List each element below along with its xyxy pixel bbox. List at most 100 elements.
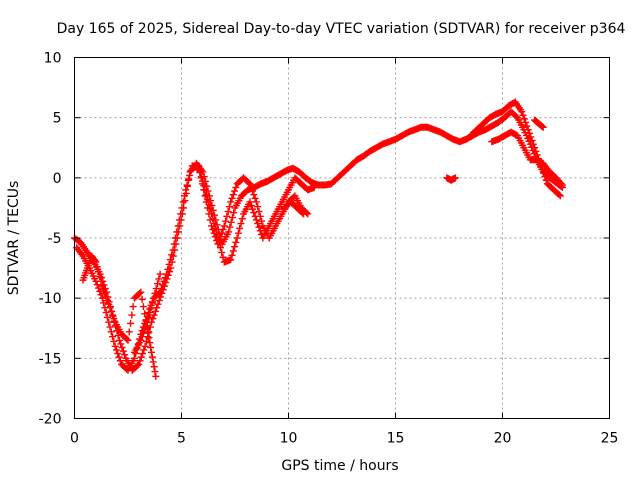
data-point [250, 209, 258, 217]
data-point [200, 186, 208, 194]
data-point [105, 318, 113, 326]
data-point [216, 233, 224, 241]
data-point [152, 372, 160, 380]
data-point [310, 183, 318, 191]
data-point [159, 281, 167, 289]
data-point [142, 322, 150, 330]
data-point [238, 215, 246, 223]
data-point [254, 220, 262, 228]
y-tick-label: -10 [39, 291, 62, 307]
data-point [109, 333, 117, 341]
data-point [232, 238, 240, 246]
data-point [102, 293, 110, 301]
data-point [557, 180, 565, 188]
data-point [151, 289, 159, 297]
data-point [202, 198, 210, 206]
x-tick-label: 10 [280, 431, 298, 447]
data-point [228, 194, 236, 202]
data-point [207, 222, 215, 230]
series-track-i [443, 174, 459, 184]
data-point [524, 126, 532, 134]
data-point [111, 342, 119, 350]
data-point [168, 251, 176, 259]
data-point [196, 168, 204, 176]
data-point [237, 220, 245, 228]
data-point [174, 222, 182, 230]
series-track-d [79, 252, 160, 380]
data-point [103, 297, 111, 305]
data-point [173, 228, 181, 236]
data-point [92, 258, 100, 266]
data-point [155, 297, 163, 305]
data-point [175, 216, 183, 224]
data-point [184, 176, 192, 184]
data-point [130, 354, 138, 362]
data-point [151, 307, 159, 315]
data-point [224, 208, 232, 216]
data-point [219, 253, 227, 261]
data-point [116, 357, 124, 365]
x-tick-label: 20 [494, 431, 512, 447]
data-point [115, 336, 123, 344]
data-point [145, 313, 153, 321]
series-track-j [280, 198, 307, 218]
data-point [139, 303, 147, 311]
data-point [121, 351, 129, 359]
data-point [236, 224, 244, 232]
data-point [105, 300, 113, 308]
data-point [149, 315, 157, 323]
x-tick-label: 0 [70, 431, 79, 447]
data-point [228, 251, 236, 259]
data-point [138, 295, 146, 303]
data-point [93, 281, 101, 289]
series-track-f [466, 98, 564, 200]
data-point [246, 198, 254, 206]
data-point [94, 284, 102, 292]
data-point [233, 234, 241, 242]
data-point [556, 192, 564, 200]
data-point [115, 353, 123, 361]
data-point [218, 248, 226, 256]
series-track-e [130, 270, 164, 356]
data-point [145, 328, 153, 336]
data-point [117, 340, 125, 348]
data-point [522, 118, 530, 126]
data-point [156, 288, 164, 296]
data-point [124, 336, 132, 344]
data-point [531, 144, 539, 152]
x-tick-label: 5 [177, 431, 186, 447]
data-point [164, 265, 172, 273]
data-point [187, 167, 195, 175]
data-point [166, 256, 174, 264]
data-point [178, 204, 186, 212]
data-point [100, 286, 108, 294]
data-point [227, 198, 235, 206]
data-point [137, 288, 145, 296]
data-point [528, 137, 536, 145]
data-point [451, 174, 459, 182]
data-point [160, 277, 168, 285]
data-point [555, 191, 563, 199]
data-point [125, 328, 133, 336]
data-point [106, 304, 114, 312]
data-layer [71, 98, 566, 380]
data-point [136, 357, 144, 365]
data-point [204, 204, 212, 212]
data-point [114, 350, 122, 358]
data-point [139, 329, 147, 337]
y-tick-label: -5 [48, 231, 62, 247]
data-point [150, 363, 158, 371]
data-point [247, 202, 255, 210]
data-point [100, 299, 108, 307]
data-point [127, 319, 135, 327]
y-tick-label: 5 [53, 111, 62, 127]
data-point [229, 191, 237, 199]
data-point [512, 112, 520, 120]
data-point [299, 210, 307, 218]
data-point [195, 162, 203, 170]
data-point [529, 140, 537, 148]
data-point [165, 260, 173, 268]
data-point [220, 222, 228, 230]
